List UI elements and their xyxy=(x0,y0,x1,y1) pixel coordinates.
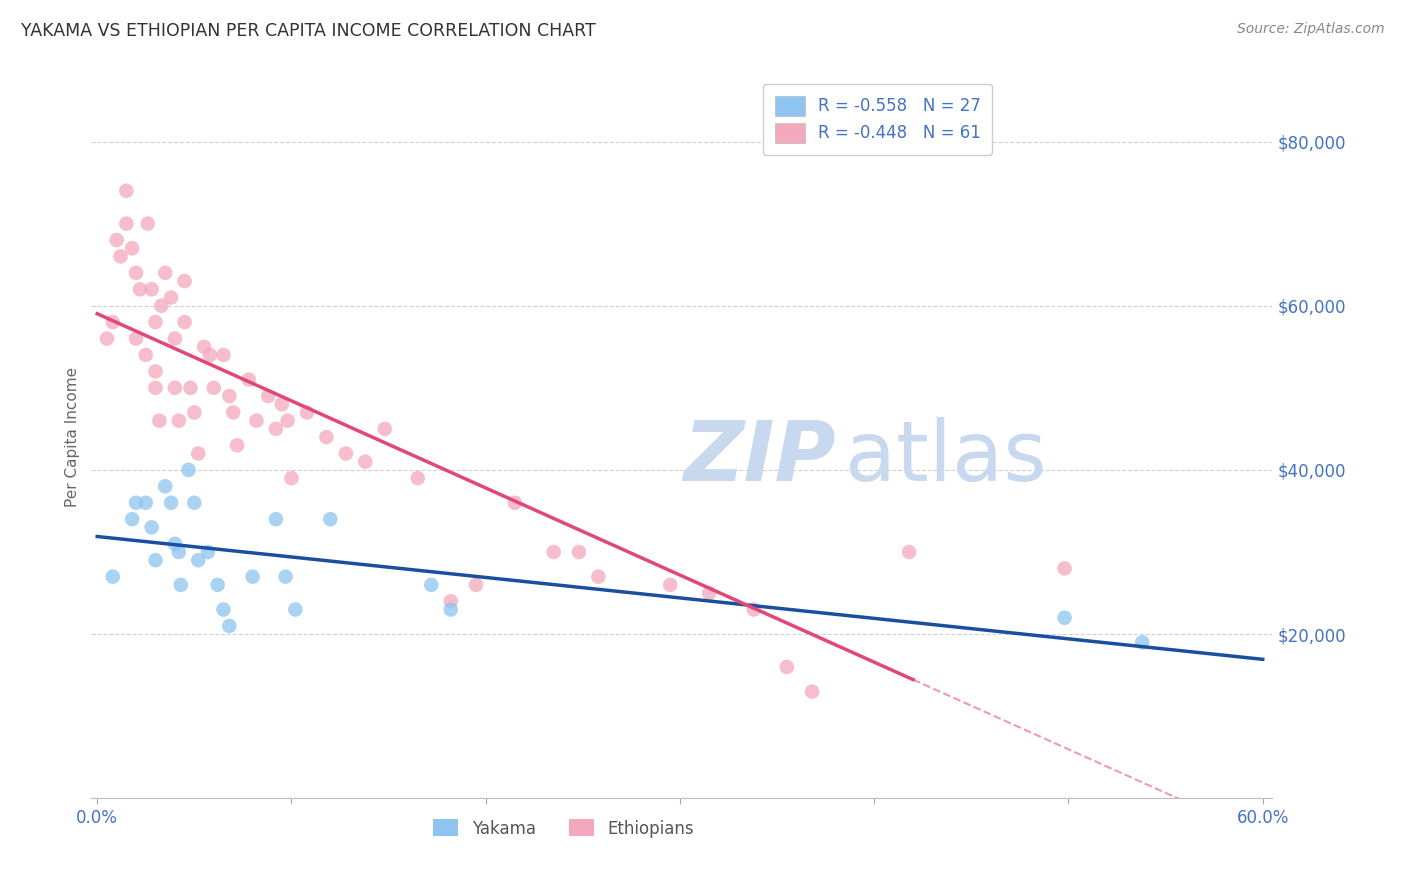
Point xyxy=(183,405,205,419)
Point xyxy=(150,299,173,313)
Point xyxy=(315,430,337,444)
Text: atlas: atlas xyxy=(845,417,1047,498)
Point xyxy=(659,578,682,592)
Point xyxy=(238,373,260,387)
Point xyxy=(155,479,177,493)
Point xyxy=(160,291,183,305)
Point xyxy=(187,553,209,567)
Point xyxy=(173,274,195,288)
Point xyxy=(163,537,186,551)
Point xyxy=(141,520,163,534)
Point xyxy=(183,496,205,510)
Text: Source: ZipAtlas.com: Source: ZipAtlas.com xyxy=(1237,22,1385,37)
Point xyxy=(110,249,132,264)
Point xyxy=(218,389,240,403)
Point xyxy=(163,332,186,346)
Legend: Yakama, Ethiopians: Yakama, Ethiopians xyxy=(427,813,700,844)
Point xyxy=(121,241,143,255)
Point xyxy=(335,446,357,460)
Point xyxy=(115,184,138,198)
Point xyxy=(145,553,167,567)
Text: YAKAMA VS ETHIOPIAN PER CAPITA INCOME CORRELATION CHART: YAKAMA VS ETHIOPIAN PER CAPITA INCOME CO… xyxy=(21,22,596,40)
Point xyxy=(167,545,190,559)
Point xyxy=(503,496,526,510)
Point xyxy=(264,422,287,436)
Point xyxy=(167,414,190,428)
Point xyxy=(177,463,200,477)
Point xyxy=(202,381,225,395)
Point xyxy=(697,586,720,600)
Point xyxy=(179,381,201,395)
Point xyxy=(222,405,245,419)
Point xyxy=(163,381,186,395)
Point xyxy=(257,389,280,403)
Point xyxy=(742,602,765,616)
Point xyxy=(187,446,209,460)
Point xyxy=(212,602,235,616)
Point xyxy=(145,315,167,329)
Point xyxy=(125,266,148,280)
Point xyxy=(277,414,299,428)
Point xyxy=(115,217,138,231)
Point xyxy=(141,282,163,296)
Point xyxy=(1053,561,1076,575)
Point xyxy=(295,405,318,419)
Point xyxy=(212,348,235,362)
Point xyxy=(129,282,152,296)
Point xyxy=(588,569,610,583)
Point xyxy=(319,512,342,526)
Point xyxy=(801,684,824,698)
Point xyxy=(284,602,307,616)
Point xyxy=(420,578,443,592)
Point xyxy=(568,545,591,559)
Point xyxy=(101,315,124,329)
Point xyxy=(96,332,118,346)
Point xyxy=(173,315,195,329)
Point xyxy=(264,512,287,526)
Point xyxy=(197,545,219,559)
Point xyxy=(148,414,170,428)
Point xyxy=(135,348,157,362)
Point xyxy=(145,364,167,378)
Point xyxy=(193,340,215,354)
Point xyxy=(207,578,229,592)
Point xyxy=(160,496,183,510)
Point xyxy=(125,332,148,346)
Point xyxy=(374,422,396,436)
Point xyxy=(170,578,193,592)
Point xyxy=(543,545,565,559)
Text: ZIP: ZIP xyxy=(683,417,835,498)
Point xyxy=(105,233,128,247)
Point xyxy=(198,348,221,362)
Point xyxy=(1053,610,1076,624)
Point xyxy=(145,381,167,395)
Point xyxy=(121,512,143,526)
Point xyxy=(274,569,297,583)
Point xyxy=(270,397,292,411)
Point xyxy=(776,660,799,674)
Point xyxy=(136,217,159,231)
Point xyxy=(218,619,240,633)
Point xyxy=(406,471,429,485)
Point xyxy=(101,569,124,583)
Point xyxy=(135,496,157,510)
Point xyxy=(440,594,463,608)
Point xyxy=(440,602,463,616)
Point xyxy=(280,471,302,485)
Point xyxy=(465,578,488,592)
Point xyxy=(155,266,177,280)
Point xyxy=(125,496,148,510)
Y-axis label: Per Capita Income: Per Capita Income xyxy=(65,367,80,508)
Point xyxy=(242,569,264,583)
Point xyxy=(354,455,377,469)
Point xyxy=(245,414,267,428)
Point xyxy=(898,545,921,559)
Point xyxy=(1130,635,1153,649)
Point xyxy=(226,438,249,452)
